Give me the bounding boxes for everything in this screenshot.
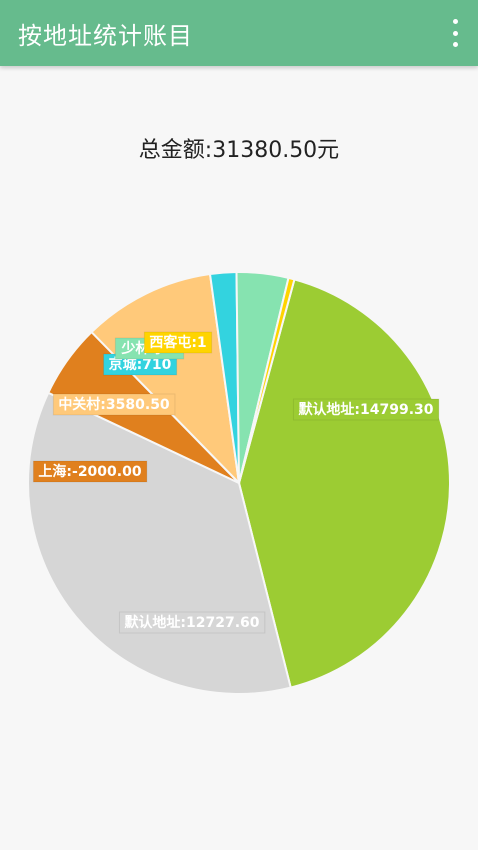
menu-dot [452, 19, 458, 24]
slice-label: 默认地址:12727.60 [118, 611, 266, 634]
slice-label-text: 默认地址:14799.30 [298, 401, 433, 418]
slice-label-text: 京城:710 [109, 356, 172, 373]
pie-slice[interactable] [90, 272, 241, 486]
slice-label: 京城:710 [103, 353, 178, 376]
slice-label-text: 上海:-2000.00 [38, 463, 141, 480]
app-bar: 按地址统计账目 [0, 0, 478, 66]
slice-label-text: 中关村:3580.50 [58, 396, 170, 413]
total-amount: 总金额:31380.50元 [138, 138, 340, 163]
slice-label-bg [52, 393, 176, 416]
app-title: 按地址统计账目 [18, 21, 193, 50]
menu-dot [452, 30, 458, 36]
slice-label: 中关村:3580.50 [52, 393, 176, 416]
menu-dot [452, 42, 458, 47]
slice-label: 默认地址:14799.30 [292, 398, 440, 421]
slice-label: 上海:-2000.00 [32, 460, 148, 483]
more-vert-icon[interactable] [450, 19, 460, 47]
slice-label-bg [32, 460, 148, 483]
pie-slice[interactable] [237, 278, 451, 689]
slice-label: 西客屯:1 [143, 331, 213, 354]
pie-slice[interactable] [238, 276, 296, 484]
slice-label-text: 西客屯:1 [149, 334, 206, 351]
slice-label-bg [118, 611, 266, 634]
slice-label-bg [292, 398, 440, 421]
slice-label-bg [143, 331, 213, 354]
slice-label-text: 默认地址:12727.60 [124, 614, 259, 631]
